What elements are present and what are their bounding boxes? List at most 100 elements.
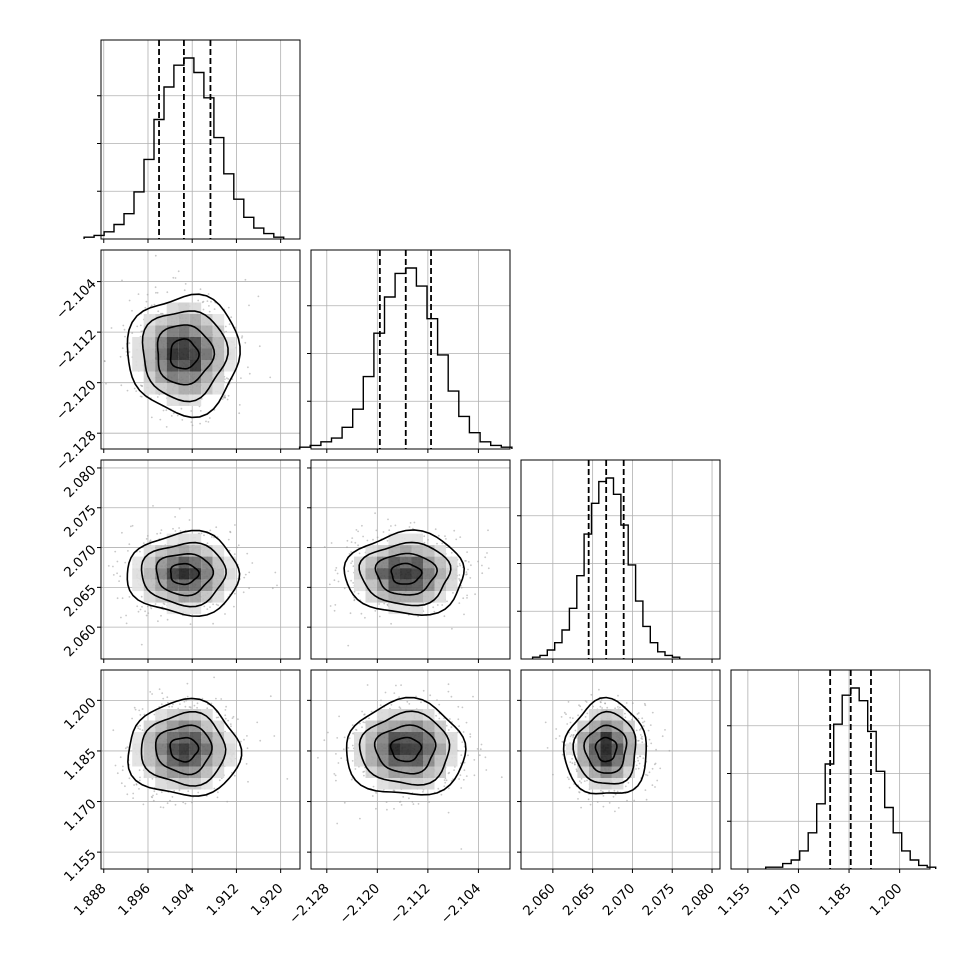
density-cell — [212, 755, 225, 767]
density-cell — [377, 755, 389, 767]
density-cell — [400, 545, 412, 557]
scatter-point — [233, 774, 236, 777]
density-cell — [377, 743, 389, 755]
scatter-point — [571, 757, 573, 760]
density-cell — [201, 337, 213, 349]
scatter-point — [338, 715, 340, 718]
scatter-point — [398, 696, 400, 698]
contour-line — [562, 696, 647, 795]
scatter-point — [573, 761, 576, 764]
scatter-point — [136, 605, 139, 608]
scatter-point — [120, 616, 122, 619]
density-cell — [212, 568, 225, 580]
scatter-point — [627, 781, 630, 784]
scatter-point — [139, 550, 141, 553]
scatter-point — [149, 691, 152, 693]
scatter-point — [141, 385, 144, 388]
density-cell — [212, 720, 225, 732]
scatter-point — [247, 366, 249, 369]
scatter-point — [351, 744, 354, 747]
scatter-point — [601, 707, 603, 709]
density-cell — [446, 579, 458, 592]
scatter-point — [155, 291, 157, 294]
density-cell — [411, 732, 423, 744]
scatter-point — [608, 802, 611, 804]
density-cell — [155, 337, 167, 349]
density-cell — [588, 720, 601, 732]
density-cell — [423, 709, 435, 721]
scatter-point — [131, 332, 134, 334]
scatter-point — [124, 747, 127, 750]
scatter-point — [224, 717, 227, 720]
density-cell — [354, 755, 366, 767]
scatter-point — [343, 801, 346, 804]
density-cell — [143, 732, 156, 744]
density-cell — [166, 755, 179, 767]
scatter-point — [481, 564, 483, 567]
scatter-point — [465, 571, 468, 573]
scatter-point — [221, 398, 224, 400]
panel-frame — [100, 39, 301, 240]
scatter-point — [350, 778, 353, 781]
scatter-point — [376, 536, 379, 539]
density-cell — [600, 709, 612, 721]
density-cell — [189, 602, 202, 615]
scatter-point — [244, 573, 247, 576]
x-tick-label: 1.904 — [159, 881, 198, 920]
density-cell — [166, 743, 179, 755]
scatter-point — [438, 703, 441, 706]
y-tick-label: 1.170 — [61, 796, 100, 835]
scatter-point — [124, 785, 126, 788]
scatter-point — [638, 729, 641, 731]
scatter-point — [209, 529, 212, 532]
density-cell — [588, 778, 601, 790]
density-cell — [212, 556, 225, 569]
scatter-point — [212, 603, 215, 606]
scatter-point — [237, 718, 239, 721]
scatter-point — [174, 803, 177, 806]
x-tick-label: 1.912 — [204, 881, 243, 920]
scatter-point — [478, 754, 481, 757]
density-cell — [166, 778, 179, 790]
scatter-point — [177, 270, 180, 273]
scatter-point — [619, 706, 621, 709]
density-cell — [588, 766, 601, 778]
x-tick-label: −2.120 — [337, 881, 384, 928]
density-cell — [400, 766, 412, 778]
scatter-point — [466, 551, 468, 553]
scatter-point — [227, 378, 230, 380]
density-cell — [434, 720, 446, 732]
scatter-point — [364, 721, 366, 724]
scatter-point — [428, 801, 431, 803]
scatter-point — [162, 806, 165, 809]
density-cell — [400, 709, 412, 721]
scatter-point — [205, 420, 207, 423]
scatter-point — [140, 643, 143, 646]
scatter-point — [354, 768, 357, 770]
scatter-point — [565, 713, 567, 716]
scatter-point — [643, 720, 646, 723]
scatter-point — [457, 718, 460, 721]
density-cell — [189, 533, 202, 546]
scatter-point — [150, 416, 153, 419]
scatter-point — [668, 749, 671, 752]
scatter-point — [585, 701, 588, 703]
scatter-point — [167, 701, 169, 704]
scatter-point — [360, 612, 363, 615]
density-cell — [224, 743, 236, 755]
density-cell — [143, 360, 156, 372]
density-cell — [377, 766, 389, 778]
scatter-point — [159, 418, 162, 421]
density-cell — [189, 709, 202, 721]
scatter-point — [411, 801, 414, 803]
scatter-point — [142, 542, 145, 544]
scatter-point — [224, 714, 227, 717]
density-cell — [212, 337, 225, 349]
density-cell — [212, 360, 225, 372]
scatter-point — [128, 596, 131, 598]
scatter-point — [159, 806, 162, 808]
scatter-point — [359, 722, 361, 725]
scatter-point — [136, 725, 139, 728]
scatter-point — [337, 762, 340, 764]
scatter-point — [133, 706, 136, 709]
